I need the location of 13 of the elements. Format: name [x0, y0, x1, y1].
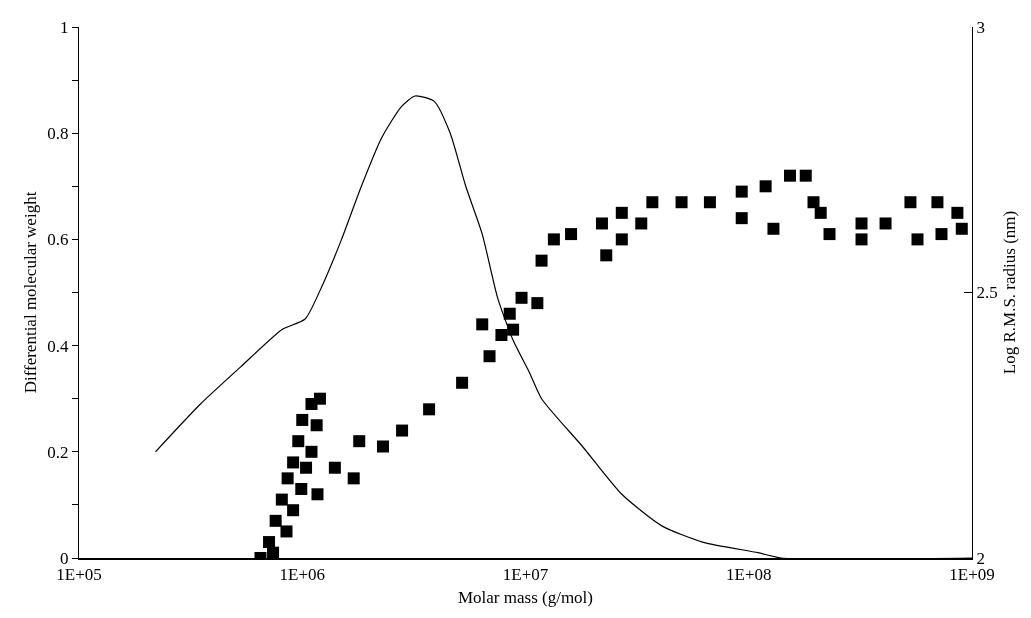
y2-axis-title: Log R.M.S. radius (nm): [1000, 210, 1020, 375]
y2-tick-label: 3: [976, 17, 985, 37]
y-tick-label: 0.8: [47, 124, 69, 144]
x-tick-label: 1E+08: [726, 564, 772, 584]
y-tick-label: 0.6: [47, 230, 69, 250]
y-tick-label: 0.4: [47, 336, 70, 356]
y-tick-label: 1: [60, 17, 69, 37]
x-axis-title: Molar mass (g/mol): [457, 588, 594, 608]
x-tick-label: 1E+06: [279, 564, 325, 584]
y-tick-label: 0.2: [47, 442, 69, 462]
y2-tick-label: 2.5: [976, 283, 998, 303]
y-axis-title: Differential molecular weight: [20, 191, 40, 394]
x-tick-label: 1E+07: [502, 564, 549, 584]
